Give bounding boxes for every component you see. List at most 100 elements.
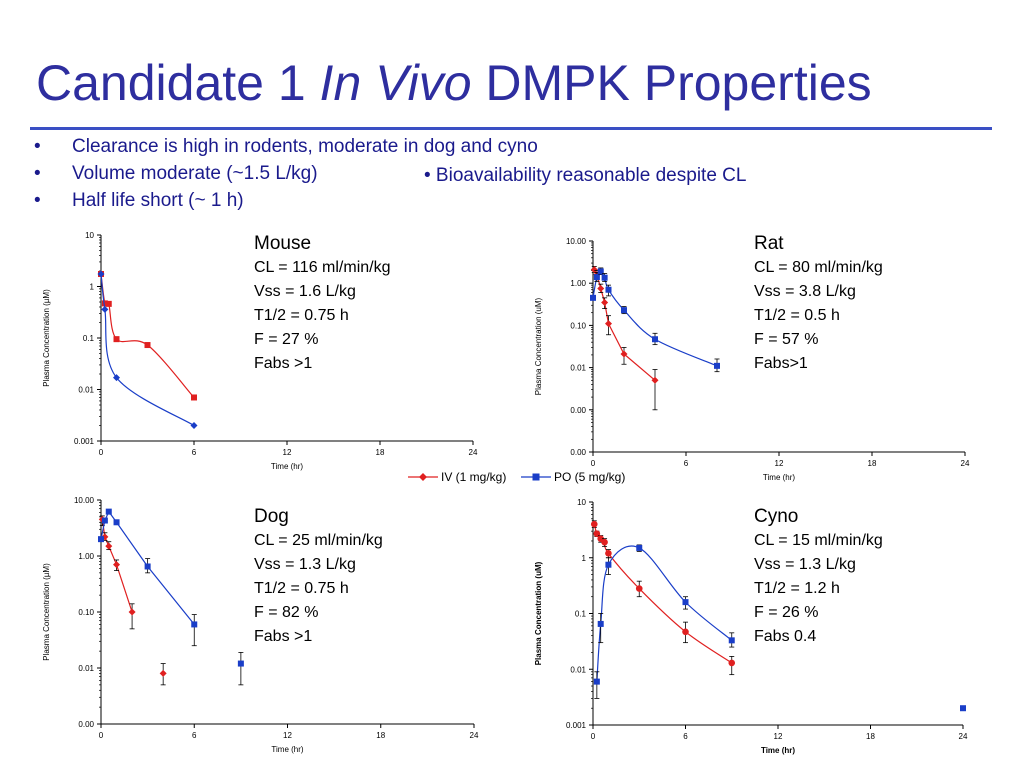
y-tick-label: 0.10 [78,608,94,617]
y-tick-label: 0.1 [575,610,587,619]
po-series-line [592,270,718,367]
po-data-point [98,536,104,543]
iv-data-point [601,538,608,546]
x-tick-label: 24 [469,448,478,457]
dog-info: Dog CL = 25 ml/min/kg Vss = 1.3 L/kg T1/… [254,505,383,649]
po-data-point [621,307,627,314]
iv-data-point [635,585,643,592]
iv-data-point [682,628,689,636]
legend-iv-label: IV (1 mg/kg) [441,470,507,484]
info-line: Vss = 1.3 L/kg [754,556,856,573]
x-tick-label: 0 [591,459,596,468]
x-tick-label: 12 [283,448,292,457]
page-title: Candidate 1 In Vivo DMPK Properties [36,50,996,116]
x-tick-label: 6 [192,731,197,740]
po-data-point [605,286,612,293]
info-line: CL = 116 ml/min/kg [254,259,391,276]
bullet-dot: • [34,163,41,184]
info-line: Fabs 0.4 [754,628,817,645]
po-data-point [190,421,198,429]
species-name: Dog [254,506,289,527]
info-line: F = 57 % [754,331,819,348]
bullet-volume: • Volume moderate (~1.5 L/kg) [34,162,414,186]
bullet-text: Half life short (~ 1 h) [72,190,244,211]
po-data-point [237,660,244,667]
iv-data-point [605,550,612,557]
y-tick-label: 10 [577,498,586,507]
bullet-dot: • [34,136,41,157]
po-data-point [601,274,608,281]
iv-data-point [728,659,736,667]
x-tick-label: 0 [99,731,104,740]
rat-pk-chart: 10.00 1.00 0.10 0.01 0.00 0.00 0 6 12 18 24 Time (h… [534,237,970,482]
iv-data-point [597,284,605,292]
y-tick-label: 0.001 [566,721,587,730]
x-tick-label: 18 [376,448,385,457]
po-data-point [105,508,112,515]
legend-po-swatch [521,473,551,481]
x-tick-label: 6 [683,732,688,741]
legend-iv-swatch [408,473,438,481]
iv-series-line [593,524,733,664]
x-axis-label: Time (hr) [761,746,795,755]
y-tick-label: 0.1 [83,334,95,343]
info-line: Vss = 1.6 L/kg [254,283,356,300]
x-tick-label: 24 [470,731,479,740]
info-line: Vss = 3.8 L/kg [754,283,856,300]
legend-po-label: PO (5 mg/kg) [554,470,626,484]
mouse-pk-chart: 10 1 0.1 0.01 0.001 0 6 12 18 24 Time (hr) Plasma C… [42,231,478,471]
y-tick-label: 0.00 [570,406,586,415]
info-line: T1/2 = 0.5 h [754,307,840,324]
x-tick-label: 6 [684,459,689,468]
x-tick-label: 18 [868,459,877,468]
po-data-point [597,268,604,275]
iv-data-point [601,298,609,306]
po-data-point [652,336,658,343]
info-line: CL = 25 ml/min/kg [254,532,383,549]
bullet-text: Volume moderate (~1.5 L/kg) [72,163,318,184]
x-tick-label: 12 [775,459,784,468]
info-line: Fabs>1 [754,355,808,372]
iv-data-point [144,342,151,349]
info-line: Fabs >1 [254,355,313,372]
title-rule [30,127,992,130]
iv-data-point [651,376,659,384]
y-tick-label: 10 [85,231,94,240]
po-series-line [100,273,195,427]
po-data-point [113,374,120,382]
po-data-point [101,517,108,524]
iv-data-point [105,542,113,550]
y-tick-label: 1 [582,554,587,563]
y-axis-label: Plasma Concentration (µM) [42,289,51,387]
po-series-line [100,510,195,625]
iv-data-point [101,300,108,307]
x-axis-label: Time (hr) [271,462,303,471]
iv-data-point [620,350,628,358]
po-data-point [113,519,120,526]
info-line: T1/2 = 1.2 h [754,580,840,597]
po-data-point [97,270,105,278]
po-data-point [682,599,689,606]
y-tick-label: 0.00 [78,720,94,729]
po-data-point [636,544,643,551]
po-data-point [191,621,198,628]
info-line: CL = 15 ml/min/kg [754,532,883,549]
y-axis-label: Plasma Concentration (uM) [534,297,543,395]
x-tick-label: 12 [283,731,292,740]
y-tick-label: 10.00 [74,496,95,505]
y-tick-label: 0.01 [78,386,94,395]
info-line: CL = 80 ml/min/kg [754,259,883,276]
bullet-text: Clearance is high in rodents, moderate i… [72,136,538,157]
info-line: Vss = 1.3 L/kg [254,556,356,573]
y-tick-label: 0.01 [78,664,94,673]
iv-data-point [113,561,121,569]
y-tick-label: 0.10 [570,321,586,330]
bullet-dot: • [34,190,41,211]
x-tick-label: 18 [376,731,385,740]
x-tick-label: 12 [774,732,783,741]
po-data-point [101,305,109,313]
y-axis-label: Plasma Concentration (µM) [42,563,51,661]
iv-data-point [101,533,109,541]
bullet-bioavailability: • Bioavailability reasonable despite CL [424,165,747,186]
po-data-point [714,362,720,369]
